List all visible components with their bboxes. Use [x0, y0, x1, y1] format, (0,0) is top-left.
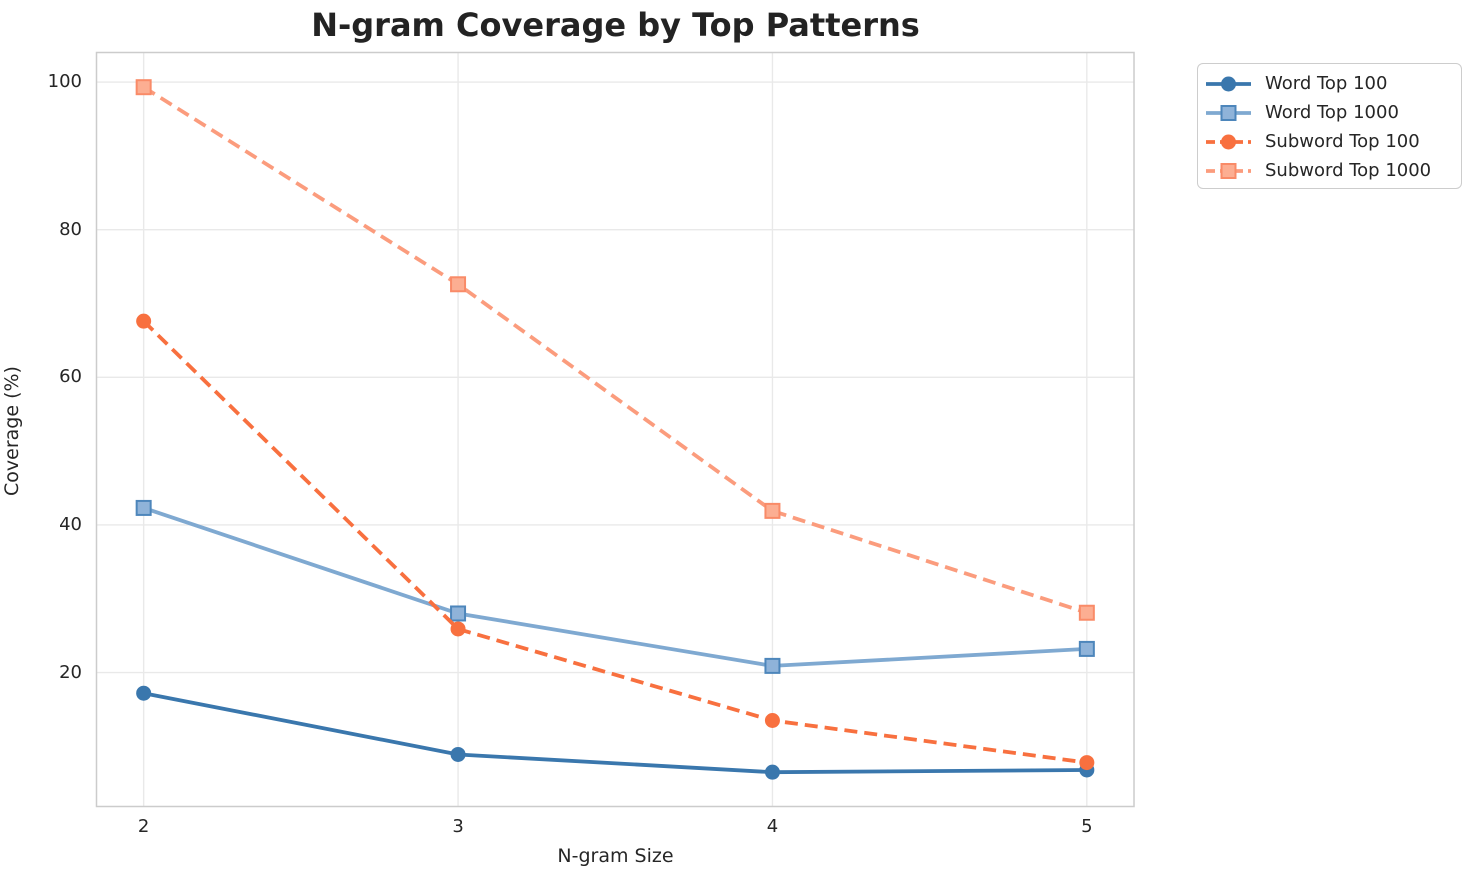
data-point-subword-top-100: [450, 621, 466, 637]
data-point-subword-top-1000: [135, 79, 152, 96]
legend-sample-word-top-1000: [1206, 104, 1251, 121]
data-point-word-top-100: [450, 746, 466, 762]
data-point-word-top-100: [136, 685, 152, 701]
data-point-word-top-100: [764, 764, 780, 780]
data-point-word-top-1000: [764, 657, 781, 674]
x-tick-label: 3: [452, 816, 464, 837]
data-point-word-top-1000: [135, 499, 152, 516]
series-line-subword-top-1000: [142, 85, 1088, 615]
legend-label: Word Top 100: [1265, 73, 1388, 94]
x-axis-label: N-gram Size: [557, 845, 674, 867]
data-point-subword-top-1000: [1078, 604, 1095, 621]
x-tick-label: 5: [1081, 816, 1093, 837]
legend-item-word-top-1000: Word Top 1000: [1205, 98, 1461, 127]
y-tick-label: 20: [59, 661, 82, 683]
data-point-word-top-1000: [1078, 640, 1095, 657]
data-point-subword-top-100: [136, 313, 152, 329]
series-line-word-top-100: [143, 691, 1087, 775]
x-tick-label: 4: [766, 816, 779, 837]
legend-label: Subword Top 1000: [1265, 160, 1432, 181]
legend-item-subword-top-100: Subword Top 100: [1205, 127, 1461, 156]
data-point-subword-top-1000: [764, 502, 781, 519]
legend-sample-subword-top-100: [1206, 134, 1251, 149]
legend-sample-subword-top-1000: [1206, 162, 1251, 179]
legend-label: Subword Top 100: [1265, 131, 1420, 152]
legend-label: Word Top 1000: [1265, 102, 1399, 123]
y-tick-label: 100: [47, 71, 82, 93]
data-point-subword-top-100: [764, 713, 780, 729]
axes-spines: [95, 51, 1135, 808]
series-line-word-top-1000: [143, 506, 1087, 668]
y-tick-label: 40: [59, 513, 82, 535]
x-tick-label: 2: [137, 816, 150, 837]
y-tick-label: 80: [59, 218, 82, 240]
data-point-subword-top-1000: [450, 276, 467, 293]
data-point-word-top-1000: [450, 605, 467, 622]
data-point-subword-top-100: [1079, 755, 1095, 771]
series-line-subword-top-100: [142, 319, 1088, 765]
legend-item-subword-top-1000: Subword Top 1000: [1205, 156, 1461, 185]
legend-item-word-top-100: Word Top 100: [1205, 69, 1461, 98]
chart-title: N-gram Coverage by Top Patterns: [311, 6, 920, 44]
legend: Word Top 100 Word Top 1000 Subword Top 100…: [1197, 63, 1462, 189]
legend-sample-word-top-100: [1206, 76, 1251, 91]
y-tick-label: 60: [59, 366, 82, 388]
